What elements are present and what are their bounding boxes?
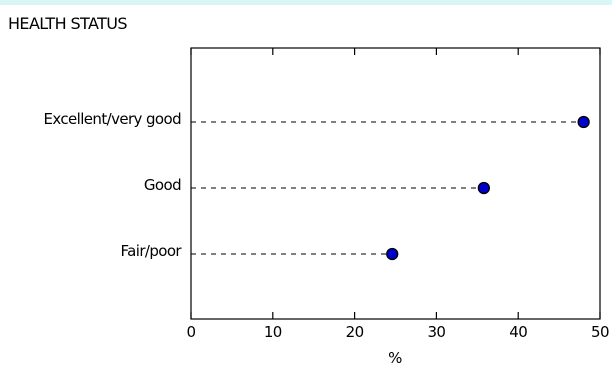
x-tick-label-4: 40 <box>509 323 527 341</box>
x-tick-label-2: 20 <box>346 323 364 341</box>
data-point-0 <box>577 115 590 129</box>
category-label-2: Fair/poor <box>121 242 183 260</box>
x-tick-label-0: 0 <box>187 323 196 341</box>
data-point-1 <box>477 181 490 195</box>
data-point-2 <box>386 247 399 261</box>
category-label-1: Good <box>144 176 181 194</box>
chart-title: HEALTH STATUS <box>8 14 128 33</box>
category-label-0: Excellent/very good <box>44 110 182 128</box>
x-tick-label-1: 10 <box>264 323 282 341</box>
plot-frame <box>190 47 601 320</box>
x-axis-label: % <box>388 349 402 367</box>
x-tick-label-5: 50 <box>591 323 609 341</box>
top-bar <box>0 0 612 5</box>
x-tick-label-3: 30 <box>427 323 445 341</box>
